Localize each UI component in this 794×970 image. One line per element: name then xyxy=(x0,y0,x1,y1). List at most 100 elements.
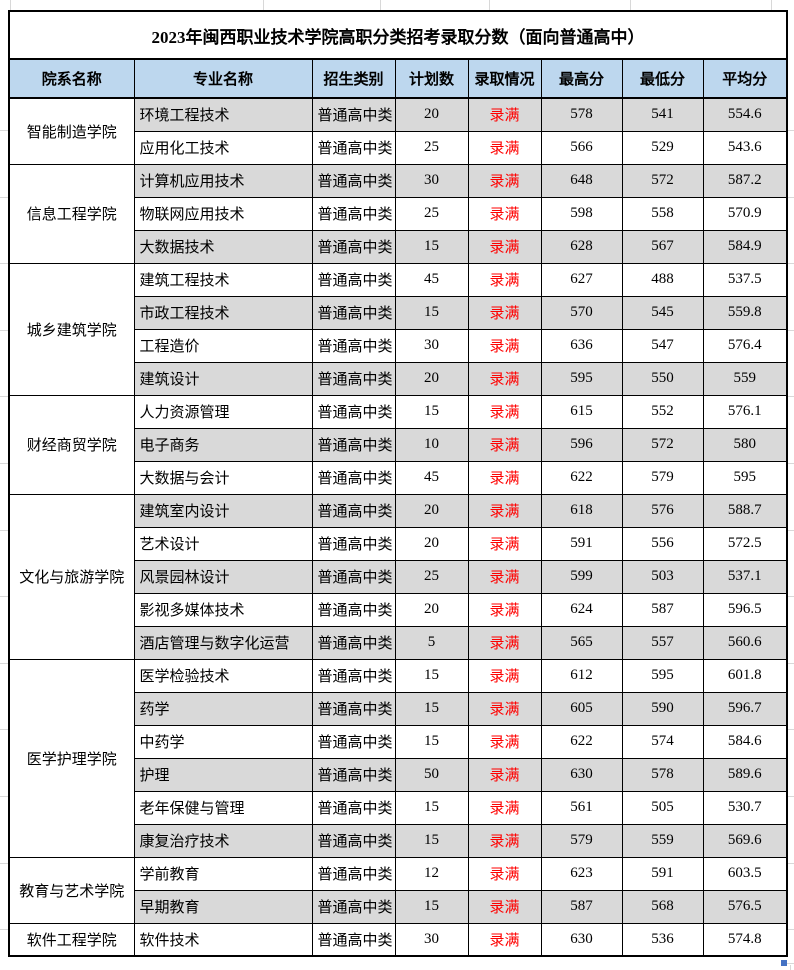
major-cell[interactable]: 计算机应用技术 xyxy=(133,163,313,198)
category-cell[interactable]: 普通高中类 xyxy=(311,295,396,330)
avg-score-cell[interactable]: 537.1 xyxy=(702,559,788,594)
department-cell[interactable]: 软件工程学院 xyxy=(8,922,135,957)
max-score-cell[interactable]: 596 xyxy=(540,427,623,462)
category-cell[interactable]: 普通高中类 xyxy=(311,130,396,165)
status-cell[interactable]: 录满 xyxy=(467,97,542,132)
status-cell[interactable]: 录满 xyxy=(467,328,542,363)
min-score-cell[interactable]: 568 xyxy=(621,889,704,924)
status-cell[interactable]: 录满 xyxy=(467,295,542,330)
col-header-plan-count[interactable]: 计划数 xyxy=(394,58,469,99)
major-cell[interactable]: 大数据技术 xyxy=(133,229,313,264)
avg-score-cell[interactable]: 574.8 xyxy=(702,922,788,957)
min-score-cell[interactable]: 505 xyxy=(621,790,704,825)
category-cell[interactable]: 普通高中类 xyxy=(311,427,396,462)
plan-count-cell[interactable]: 15 xyxy=(394,889,469,924)
plan-count-cell[interactable]: 20 xyxy=(394,526,469,561)
avg-score-cell[interactable]: 554.6 xyxy=(702,97,788,132)
col-header-avg-score[interactable]: 平均分 xyxy=(702,58,788,99)
major-cell[interactable]: 护理 xyxy=(133,757,313,792)
min-score-cell[interactable]: 547 xyxy=(621,328,704,363)
avg-score-cell[interactable]: 596.7 xyxy=(702,691,788,726)
status-cell[interactable]: 录满 xyxy=(467,229,542,264)
department-cell[interactable]: 医学护理学院 xyxy=(8,658,135,858)
status-cell[interactable]: 录满 xyxy=(467,427,542,462)
plan-count-cell[interactable]: 15 xyxy=(394,691,469,726)
max-score-cell[interactable]: 578 xyxy=(540,97,623,132)
category-cell[interactable]: 普通高中类 xyxy=(311,823,396,858)
max-score-cell[interactable]: 605 xyxy=(540,691,623,726)
avg-score-cell[interactable]: 601.8 xyxy=(702,658,788,693)
category-cell[interactable]: 普通高中类 xyxy=(311,922,396,957)
plan-count-cell[interactable]: 15 xyxy=(394,658,469,693)
department-cell[interactable]: 城乡建筑学院 xyxy=(8,262,135,396)
status-cell[interactable]: 录满 xyxy=(467,130,542,165)
plan-count-cell[interactable]: 25 xyxy=(394,130,469,165)
col-header-category[interactable]: 招生类别 xyxy=(311,58,396,99)
status-cell[interactable]: 录满 xyxy=(467,790,542,825)
col-header-major[interactable]: 专业名称 xyxy=(133,58,313,99)
category-cell[interactable]: 普通高中类 xyxy=(311,856,396,891)
avg-score-cell[interactable]: 603.5 xyxy=(702,856,788,891)
major-cell[interactable]: 应用化工技术 xyxy=(133,130,313,165)
status-cell[interactable]: 录满 xyxy=(467,196,542,231)
max-score-cell[interactable]: 628 xyxy=(540,229,623,264)
col-header-department[interactable]: 院系名称 xyxy=(8,58,135,99)
plan-count-cell[interactable]: 12 xyxy=(394,856,469,891)
max-score-cell[interactable]: 595 xyxy=(540,361,623,396)
max-score-cell[interactable]: 579 xyxy=(540,823,623,858)
category-cell[interactable]: 普通高中类 xyxy=(311,658,396,693)
max-score-cell[interactable]: 561 xyxy=(540,790,623,825)
category-cell[interactable]: 普通高中类 xyxy=(311,229,396,264)
status-cell[interactable]: 录满 xyxy=(467,526,542,561)
plan-count-cell[interactable]: 50 xyxy=(394,757,469,792)
category-cell[interactable]: 普通高中类 xyxy=(311,757,396,792)
col-header-min-score[interactable]: 最低分 xyxy=(621,58,704,99)
avg-score-cell[interactable]: 560.6 xyxy=(702,625,788,660)
max-score-cell[interactable]: 623 xyxy=(540,856,623,891)
min-score-cell[interactable]: 552 xyxy=(621,394,704,429)
min-score-cell[interactable]: 545 xyxy=(621,295,704,330)
major-cell[interactable]: 环境工程技术 xyxy=(133,97,313,132)
plan-count-cell[interactable]: 45 xyxy=(394,460,469,495)
min-score-cell[interactable]: 536 xyxy=(621,922,704,957)
status-cell[interactable]: 录满 xyxy=(467,724,542,759)
department-cell[interactable]: 教育与艺术学院 xyxy=(8,856,135,924)
major-cell[interactable]: 物联网应用技术 xyxy=(133,196,313,231)
plan-count-cell[interactable]: 15 xyxy=(394,724,469,759)
plan-count-cell[interactable]: 5 xyxy=(394,625,469,660)
category-cell[interactable]: 普通高中类 xyxy=(311,394,396,429)
min-score-cell[interactable]: 587 xyxy=(621,592,704,627)
category-cell[interactable]: 普通高中类 xyxy=(311,592,396,627)
status-cell[interactable]: 录满 xyxy=(467,559,542,594)
major-cell[interactable]: 电子商务 xyxy=(133,427,313,462)
max-score-cell[interactable]: 587 xyxy=(540,889,623,924)
department-cell[interactable]: 智能制造学院 xyxy=(8,97,135,165)
min-score-cell[interactable]: 574 xyxy=(621,724,704,759)
department-cell[interactable]: 信息工程学院 xyxy=(8,163,135,264)
major-cell[interactable]: 建筑工程技术 xyxy=(133,262,313,297)
major-cell[interactable]: 工程造价 xyxy=(133,328,313,363)
avg-score-cell[interactable]: 576.1 xyxy=(702,394,788,429)
status-cell[interactable]: 录满 xyxy=(467,493,542,528)
avg-score-cell[interactable]: 572.5 xyxy=(702,526,788,561)
avg-score-cell[interactable]: 595 xyxy=(702,460,788,495)
major-cell[interactable]: 学前教育 xyxy=(133,856,313,891)
plan-count-cell[interactable]: 30 xyxy=(394,163,469,198)
status-cell[interactable]: 录满 xyxy=(467,757,542,792)
category-cell[interactable]: 普通高中类 xyxy=(311,889,396,924)
avg-score-cell[interactable]: 589.6 xyxy=(702,757,788,792)
min-score-cell[interactable]: 576 xyxy=(621,493,704,528)
max-score-cell[interactable]: 630 xyxy=(540,757,623,792)
min-score-cell[interactable]: 559 xyxy=(621,823,704,858)
max-score-cell[interactable]: 618 xyxy=(540,493,623,528)
max-score-cell[interactable]: 591 xyxy=(540,526,623,561)
plan-count-cell[interactable]: 30 xyxy=(394,328,469,363)
major-cell[interactable]: 建筑室内设计 xyxy=(133,493,313,528)
major-cell[interactable]: 药学 xyxy=(133,691,313,726)
min-score-cell[interactable]: 488 xyxy=(621,262,704,297)
category-cell[interactable]: 普通高中类 xyxy=(311,361,396,396)
avg-score-cell[interactable]: 543.6 xyxy=(702,130,788,165)
avg-score-cell[interactable]: 530.7 xyxy=(702,790,788,825)
min-score-cell[interactable]: 529 xyxy=(621,130,704,165)
avg-score-cell[interactable]: 569.6 xyxy=(702,823,788,858)
